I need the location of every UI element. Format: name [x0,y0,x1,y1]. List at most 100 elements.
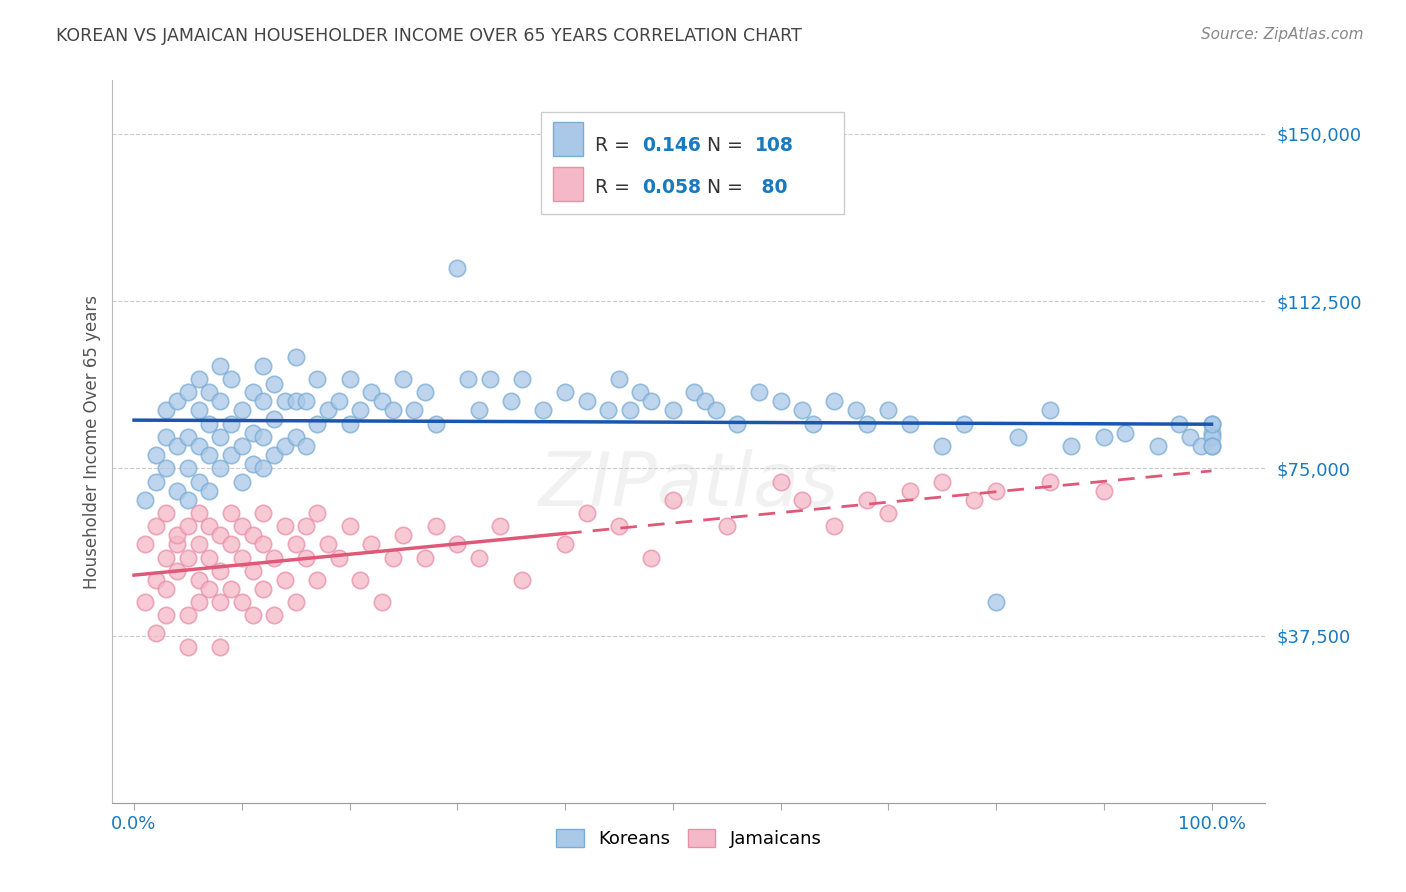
Point [177,430,200,444]
Point [134,537,156,551]
Point [274,394,297,409]
Point [1201,439,1223,453]
Point [263,412,285,426]
Point [1114,425,1136,440]
Point [468,550,491,565]
Point [1060,439,1083,453]
Point [209,564,232,578]
Point [263,448,285,462]
Point [177,519,200,533]
Point [166,439,188,453]
Point [231,595,253,609]
Point [725,417,748,431]
Text: 0.146: 0.146 [643,136,702,155]
Point [598,403,620,417]
Point [284,394,307,409]
Point [413,550,436,565]
Point [252,359,274,373]
Point [339,372,361,386]
Point [252,430,274,444]
Point [984,595,1007,609]
Point [284,350,307,364]
Point [263,376,285,391]
Text: KOREAN VS JAMAICAN HOUSEHOLDER INCOME OVER 65 YEARS CORRELATION CHART: KOREAN VS JAMAICAN HOUSEHOLDER INCOME OV… [56,27,801,45]
Point [242,564,264,578]
Point [716,519,738,533]
Y-axis label: Householder Income Over 65 years: Householder Income Over 65 years [83,294,101,589]
Point [662,492,685,507]
Point [252,506,274,520]
Point [855,492,877,507]
Point [284,537,307,551]
Point [145,448,167,462]
Point [413,385,436,400]
Point [1007,430,1029,444]
Point [177,385,200,400]
Point [510,372,533,386]
Text: 108: 108 [755,136,794,155]
Point [823,519,845,533]
Text: ZIPatlas: ZIPatlas [538,449,839,521]
Point [198,448,221,462]
Point [489,519,512,533]
Text: R =: R = [595,178,630,196]
Text: N =: N = [707,136,744,155]
Point [187,372,209,386]
Point [425,519,447,533]
Point [575,506,598,520]
Point [134,492,156,507]
Point [231,550,253,565]
Point [219,506,242,520]
Point [187,439,209,453]
Point [252,537,274,551]
Text: 80: 80 [755,178,787,196]
Point [790,492,813,507]
Point [607,372,630,386]
Point [510,573,533,587]
Point [242,528,264,542]
Point [295,439,318,453]
Point [166,537,188,551]
Point [307,372,329,386]
Point [198,582,221,596]
Point [177,492,200,507]
Point [155,461,177,475]
Point [855,417,877,431]
Point [274,439,297,453]
Point [898,483,921,498]
Point [339,417,361,431]
Point [1201,425,1223,440]
Text: 0.058: 0.058 [643,178,702,196]
Point [662,403,685,417]
Point [155,582,177,596]
Point [134,595,156,609]
Point [877,506,900,520]
Point [219,448,242,462]
Point [457,372,479,386]
Point [177,640,200,654]
Point [209,595,232,609]
Point [748,385,770,400]
Point [963,492,986,507]
Point [263,550,285,565]
Point [219,582,242,596]
Point [155,403,177,417]
Point [349,573,371,587]
Point [252,582,274,596]
Point [404,403,426,417]
Point [263,608,285,623]
Point [381,550,404,565]
Point [328,550,350,565]
Point [295,519,318,533]
Point [1201,430,1223,444]
Point [1201,417,1223,431]
Point [1039,403,1062,417]
Point [198,519,221,533]
Point [209,640,232,654]
Point [360,385,382,400]
Point [166,483,188,498]
Point [619,403,641,417]
Point [198,417,221,431]
Point [242,608,264,623]
Point [769,394,792,409]
